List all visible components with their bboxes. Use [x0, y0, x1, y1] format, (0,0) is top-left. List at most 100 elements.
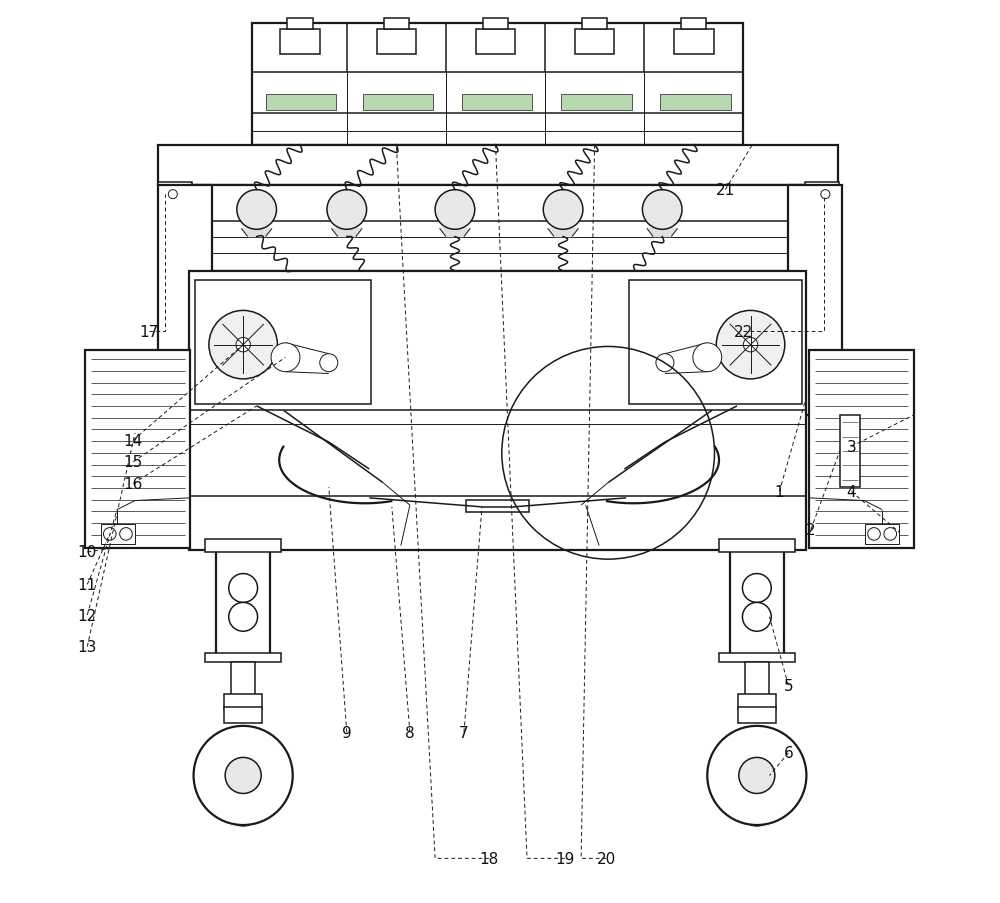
- Point: [404, 418, 420, 433]
- Point: [379, 526, 395, 541]
- Point: [403, 466, 419, 480]
- Point: [189, 413, 205, 427]
- Point: [573, 515, 589, 529]
- Circle shape: [209, 311, 277, 379]
- Point: [501, 529, 517, 544]
- Point: [713, 486, 729, 500]
- Point: [325, 418, 341, 433]
- Point: [776, 528, 792, 543]
- Point: [239, 535, 255, 550]
- Point: [682, 448, 698, 462]
- Point: [719, 492, 735, 507]
- Point: [342, 461, 358, 475]
- Point: [256, 501, 272, 516]
- Bar: [483, 19, 508, 30]
- Point: [655, 426, 671, 441]
- Circle shape: [229, 602, 258, 631]
- Text: 1: 1: [775, 485, 784, 499]
- Point: [558, 466, 574, 480]
- Point: [238, 534, 254, 548]
- Point: [648, 489, 664, 504]
- Bar: [224, 707, 262, 723]
- Point: [545, 518, 561, 533]
- Point: [391, 526, 407, 540]
- Point: [654, 450, 670, 464]
- Point: [565, 513, 581, 527]
- Point: [657, 424, 673, 439]
- Point: [704, 436, 720, 451]
- Bar: [205, 653, 281, 662]
- Point: [741, 456, 757, 470]
- Point: [549, 529, 565, 544]
- Point: [283, 442, 299, 457]
- Point: [694, 489, 710, 503]
- Circle shape: [327, 191, 367, 230]
- Point: [487, 476, 503, 490]
- Point: [201, 439, 217, 453]
- Point: [381, 501, 397, 516]
- Point: [495, 429, 511, 443]
- Bar: [224, 694, 262, 709]
- Point: [545, 411, 561, 425]
- Circle shape: [743, 338, 758, 352]
- Bar: [730, 549, 784, 658]
- Point: [486, 414, 502, 429]
- Circle shape: [868, 528, 880, 541]
- Point: [655, 526, 671, 540]
- Text: 5: 5: [784, 678, 793, 693]
- Text: 14: 14: [124, 433, 143, 448]
- Point: [225, 537, 241, 552]
- Point: [315, 411, 331, 425]
- Circle shape: [168, 191, 177, 200]
- Text: 2: 2: [806, 522, 816, 537]
- Point: [786, 529, 802, 544]
- Point: [383, 462, 399, 477]
- Bar: [216, 549, 270, 658]
- Text: 22: 22: [734, 324, 753, 340]
- Point: [716, 479, 732, 494]
- Point: [255, 446, 271, 461]
- Text: 6: 6: [784, 746, 793, 760]
- Point: [425, 502, 441, 517]
- Point: [409, 426, 425, 441]
- Bar: [466, 500, 529, 513]
- Point: [730, 517, 746, 532]
- Point: [280, 442, 296, 457]
- Circle shape: [103, 528, 116, 541]
- Point: [411, 450, 427, 464]
- Point: [619, 484, 635, 498]
- Point: [463, 412, 479, 426]
- Point: [739, 481, 755, 496]
- Bar: [287, 19, 313, 30]
- Text: 4: 4: [847, 485, 856, 499]
- Point: [408, 501, 424, 516]
- Point: [516, 488, 532, 502]
- Point: [363, 506, 379, 520]
- Point: [751, 412, 767, 426]
- Point: [719, 455, 735, 470]
- Point: [435, 487, 451, 501]
- Point: [711, 523, 727, 537]
- Text: 8: 8: [405, 725, 415, 740]
- Point: [550, 454, 566, 469]
- Point: [241, 411, 257, 425]
- Point: [245, 445, 261, 460]
- Point: [221, 470, 237, 484]
- Point: [217, 489, 233, 503]
- Point: [491, 413, 507, 427]
- Point: [491, 439, 507, 453]
- Point: [531, 488, 547, 502]
- Point: [742, 508, 758, 523]
- Point: [636, 461, 652, 475]
- Point: [578, 469, 594, 483]
- Point: [660, 407, 676, 422]
- Bar: [205, 540, 281, 553]
- Point: [360, 522, 376, 536]
- Point: [759, 527, 775, 542]
- Point: [231, 513, 247, 527]
- Point: [581, 407, 597, 422]
- Point: [629, 497, 645, 511]
- Point: [750, 491, 766, 506]
- Point: [586, 460, 602, 474]
- Point: [208, 453, 224, 468]
